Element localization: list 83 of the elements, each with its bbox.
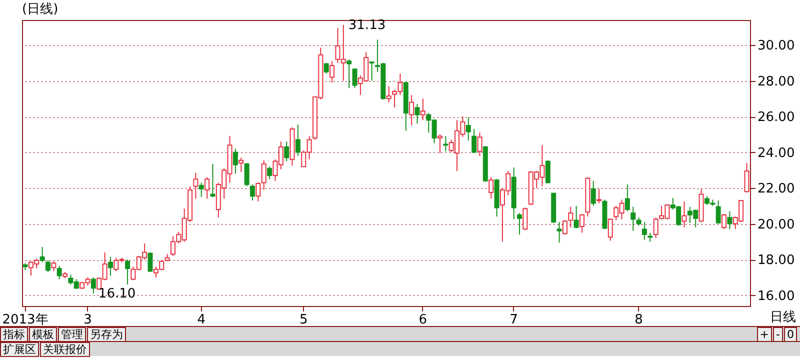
x-tick-label: 6 bbox=[418, 312, 428, 328]
candlestick bbox=[437, 134, 442, 154]
x-tick-label: 7 bbox=[510, 312, 518, 328]
candlestick bbox=[722, 213, 727, 230]
y-tick-label: 16.00 bbox=[758, 288, 795, 304]
candlestick bbox=[608, 218, 613, 242]
candlestick bbox=[51, 260, 56, 272]
candlestick bbox=[590, 180, 596, 206]
candlestick bbox=[420, 98, 426, 121]
candlestick bbox=[477, 132, 482, 156]
chart-title: (日线) bbox=[22, 2, 58, 17]
annotation: 31.13 bbox=[348, 18, 386, 33]
x-tick-label: 3 bbox=[84, 312, 92, 328]
y-tick-label: 18.00 bbox=[758, 253, 795, 268]
candlestick bbox=[624, 184, 630, 212]
candlestick bbox=[346, 58, 352, 88]
candlestick bbox=[210, 163, 216, 198]
candlestick bbox=[284, 141, 290, 162]
candlestick bbox=[517, 212, 522, 235]
candlestick bbox=[90, 276, 96, 294]
candlestick bbox=[330, 60, 335, 84]
candlestick bbox=[682, 200, 687, 228]
x-tick-label: 4 bbox=[197, 312, 206, 328]
candlestick bbox=[108, 256, 113, 276]
candlestick bbox=[472, 128, 477, 154]
candlestick bbox=[244, 162, 250, 187]
candlestick bbox=[250, 184, 255, 202]
y-tick-label: 28.00 bbox=[758, 74, 795, 90]
text: 模板 bbox=[29, 327, 57, 342]
x-tick-label: 5 bbox=[299, 312, 308, 328]
x-tick-label: 8 bbox=[634, 312, 643, 328]
candlestick bbox=[45, 260, 50, 273]
text: 另存为 bbox=[87, 327, 126, 342]
candlestick bbox=[324, 62, 329, 74]
candlestick bbox=[642, 221, 647, 240]
candlestick bbox=[193, 172, 198, 200]
candlestick bbox=[653, 217, 658, 239]
x-tick-label: 2013年 bbox=[2, 312, 48, 328]
text: + bbox=[756, 327, 772, 342]
text: 指标 bbox=[0, 327, 28, 342]
candlestick bbox=[125, 259, 130, 286]
y-tick-label: 30.00 bbox=[758, 38, 795, 54]
text: - bbox=[773, 327, 783, 342]
candlestick bbox=[198, 182, 204, 198]
candlestick bbox=[56, 265, 62, 280]
candlestick bbox=[352, 68, 358, 88]
candlestick bbox=[148, 252, 153, 273]
candlestick bbox=[238, 157, 244, 172]
y-tick-label: 24.00 bbox=[758, 146, 795, 161]
candlestick bbox=[522, 207, 528, 231]
candlestick bbox=[562, 220, 568, 235]
candlestick bbox=[256, 182, 261, 202]
candlestick bbox=[488, 176, 494, 200]
text: 扩展区 bbox=[0, 342, 39, 357]
y-tick-label: 20.00 bbox=[758, 217, 795, 232]
text: 日线 bbox=[770, 309, 796, 326]
candlestick bbox=[574, 205, 579, 229]
candlestick bbox=[40, 246, 45, 263]
candlestick bbox=[716, 200, 721, 224]
candlestick bbox=[414, 104, 420, 124]
candlestick bbox=[386, 86, 392, 103]
candlestick bbox=[568, 206, 574, 228]
candlestick bbox=[727, 210, 732, 230]
text: 管理 bbox=[58, 327, 86, 342]
candlestick bbox=[443, 136, 448, 152]
text: 关联报价 bbox=[40, 342, 90, 357]
candlestick bbox=[579, 213, 584, 234]
candlestick bbox=[409, 94, 414, 126]
candlestick bbox=[545, 160, 550, 184]
candlestick bbox=[556, 221, 562, 244]
candlestick bbox=[261, 160, 266, 190]
y-tick-label: 26.00 bbox=[758, 110, 795, 126]
annotation: 16.10 bbox=[98, 286, 136, 302]
candlestick bbox=[267, 166, 272, 180]
candlestick bbox=[744, 162, 750, 193]
candlestick bbox=[596, 188, 602, 204]
y-tick-label: 22.00 bbox=[758, 182, 795, 197]
candlestick bbox=[369, 62, 374, 82]
candlestick bbox=[295, 124, 300, 156]
candlestick bbox=[466, 116, 471, 142]
candlestick bbox=[232, 148, 238, 174]
candlestick bbox=[204, 176, 210, 200]
text: 0 bbox=[784, 327, 797, 342]
